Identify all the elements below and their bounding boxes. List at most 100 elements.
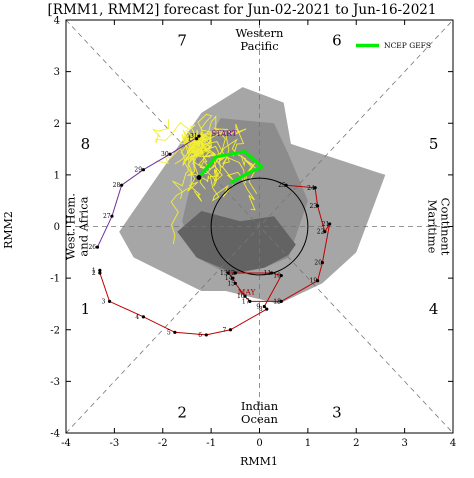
day-label: 10 [273,273,281,280]
observed-may-point [279,273,283,278]
day-label: 28 [113,182,121,189]
y-tick-label: 1 [54,170,60,181]
phase-label-8: 8 [81,135,91,153]
region-label-bottom-2: Ocean [241,412,279,426]
ensemble-member-10 [194,133,234,202]
phase-label-7: 7 [177,32,187,50]
day-label: 8 [259,306,263,313]
day-label: 6 [198,332,202,339]
observed-recent-point [110,214,114,218]
y-tick-label: -4 [50,429,60,440]
phase-label-1: 1 [81,300,91,318]
observed-may-point [228,328,233,332]
observed-may-point [315,204,320,208]
x-tick-label: -2 [158,438,168,449]
phase-label-3: 3 [332,403,342,421]
observed-may-point [107,299,112,303]
day-label: 3 [102,298,106,305]
day-label: 2 [92,270,96,277]
y-tick-label: 3 [54,67,60,78]
y-tick-label: -1 [50,274,60,285]
x-axis-label: RMM1 [240,455,278,468]
day-label: 16 [237,293,245,300]
x-tick-label: -4 [61,438,71,449]
annotation-start: START [211,129,237,138]
observed-may-point [320,261,324,265]
day-label: 15 [227,280,235,287]
ensemble-member-14 [155,130,200,164]
region-label-top-1: Western [236,26,285,40]
observed-may-point [313,186,317,190]
chart-title: [RMM1, RMM2] forecast for Jun-02-2021 to… [48,2,437,18]
day-label: 24 [307,185,315,192]
x-tick-label: 0 [256,438,262,449]
observed-may-point [233,281,237,285]
day-label: 9 [256,304,260,311]
observed-may-point [204,333,208,337]
observed-may-point [173,330,177,334]
diagonal-line-falling [65,19,454,434]
day-label: 29 [134,167,142,174]
ensemble-member-19 [192,139,217,187]
day-label: 18 [273,298,281,305]
y-tick-label: -3 [50,377,60,388]
observed-may-point [231,276,235,280]
ensemble-member-18 [194,133,256,211]
day-label: 1 [188,136,192,143]
phase-label-5: 5 [429,135,439,153]
day-label: 19 [310,278,318,285]
observed-may-point [226,271,230,275]
day-label: 12 [227,270,235,277]
observed-may-point [269,271,274,275]
y-tick-label: -2 [50,325,60,336]
observed-may-point [328,222,332,226]
observed-recent-point [141,168,145,172]
day-label: 7 [222,327,226,334]
day-label: 5 [167,329,171,336]
day-label: 31 [190,133,198,140]
y-axis-label: RMM2 [2,211,15,249]
observed-may-point [279,299,283,303]
day-label: 11 [264,270,272,277]
x-tick-label: 2 [353,438,359,449]
ensemble-member-5 [151,119,197,144]
ensemble-member-7 [171,129,202,199]
observed-may-point [98,268,102,272]
day-label: 27 [103,213,111,220]
observed-recent-point [195,137,199,141]
region-label-left-2: and Africa [77,196,91,256]
day-label: 23 [310,203,318,210]
phase-label-6: 6 [332,32,342,50]
ensemble-member-17 [179,129,200,162]
observed-may-point [233,271,237,275]
day-label: 1 [92,267,96,274]
day-label: 4 [135,314,139,321]
day-label: 22 [317,229,325,236]
ensemble-mean-start [196,174,202,180]
observed-may-point [141,315,145,319]
legend: NCEP GEFS [356,41,431,50]
y-tick-label: 2 [54,119,60,130]
x-tick-label: 4 [450,438,456,449]
legend-label-ncep-gefs: NCEP GEFS [384,41,431,50]
annotation-may: MAY [238,288,257,297]
observed-recent-point [168,152,172,156]
observed-may-point [323,230,327,234]
observed-may-point [265,307,269,311]
day-label: 25 [278,182,286,189]
ensemble-mean-line [197,150,264,185]
observed-may-point [243,294,247,298]
x-tick-label: -3 [110,438,120,449]
observed-may-point [315,279,320,283]
day-label: 17 [242,298,250,305]
ensemble-member-6 [199,115,247,157]
observed-may-point [262,304,266,309]
region-label-top-2: Pacific [240,39,278,53]
day-label: 13 [220,270,228,277]
day-label: 20 [314,260,322,267]
day-label: 30 [161,151,169,158]
unit-circle [210,177,309,276]
region-label-right-2: Continent [439,198,453,256]
region-label-bottom-1: Indian [241,399,279,413]
